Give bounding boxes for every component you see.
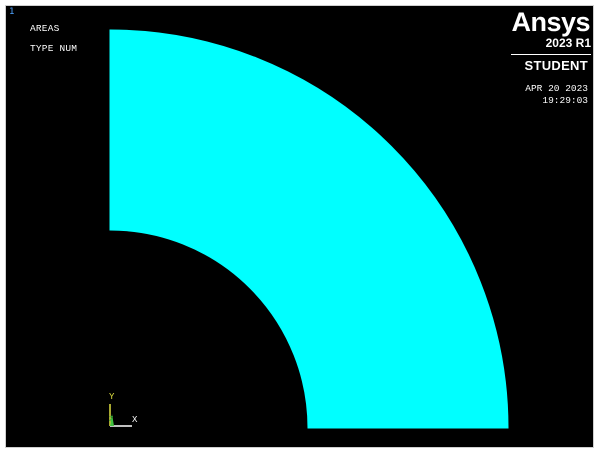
edition-label: STUDENT xyxy=(524,58,588,73)
triad-y-label: Y xyxy=(109,392,115,402)
numbering-label: TYPE NUM xyxy=(30,43,78,54)
date-stamp: APR 20 2023 xyxy=(525,83,588,94)
triad-z-label: Z xyxy=(109,416,114,424)
triad-x-label: X xyxy=(132,415,138,425)
window-number: 1 xyxy=(9,7,15,17)
triad-z-mark xyxy=(110,414,114,426)
release-label: 2023 R1 xyxy=(545,36,591,50)
brand-divider xyxy=(511,54,591,55)
coordinate-triad xyxy=(109,404,132,427)
plot-type-label: AREAS xyxy=(30,23,60,34)
product-name: Ansys xyxy=(511,7,590,37)
model-view[interactable] xyxy=(6,6,594,448)
graphics-window[interactable]: 1 AREAS TYPE NUM Y X Z Ansys 2023 R1 STU… xyxy=(5,5,594,448)
time-stamp: 19:29:03 xyxy=(542,95,588,106)
quarter-annulus-area xyxy=(109,29,509,429)
